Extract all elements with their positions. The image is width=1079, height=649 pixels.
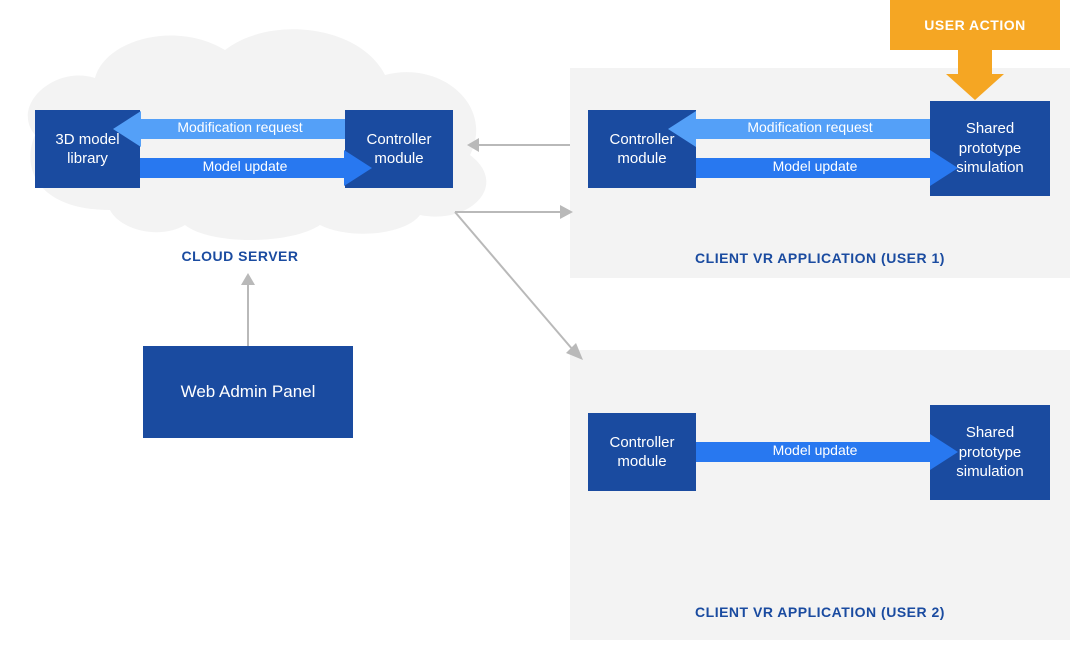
client2-left-box: Controller module xyxy=(588,413,696,491)
client2-arrow xyxy=(696,434,958,470)
client1-top-arrow xyxy=(668,111,958,147)
cloud-top-arrow xyxy=(113,111,373,147)
user-action-arrow xyxy=(946,50,1004,100)
cloud-bottom-arrow xyxy=(140,150,372,186)
arrow-client1-to-cloud xyxy=(467,136,570,154)
client2-left-label: Controller module xyxy=(592,433,692,472)
client1-bottom-arrow xyxy=(696,150,958,186)
arrow-cloud-to-client2 xyxy=(455,203,595,363)
user-action-label: USER ACTION xyxy=(924,17,1025,33)
client2-region-label: CLIENT VR APPLICATION (USER 2) xyxy=(640,604,1000,620)
cloud-region-label: CLOUD SERVER xyxy=(140,248,340,264)
client1-region-label: CLIENT VR APPLICATION (USER 1) xyxy=(640,250,1000,266)
user-action-badge: USER ACTION xyxy=(890,0,1060,50)
admin-box: Web Admin Panel xyxy=(143,346,353,438)
arrow-admin-to-cloud xyxy=(239,273,257,346)
admin-label: Web Admin Panel xyxy=(181,381,316,403)
